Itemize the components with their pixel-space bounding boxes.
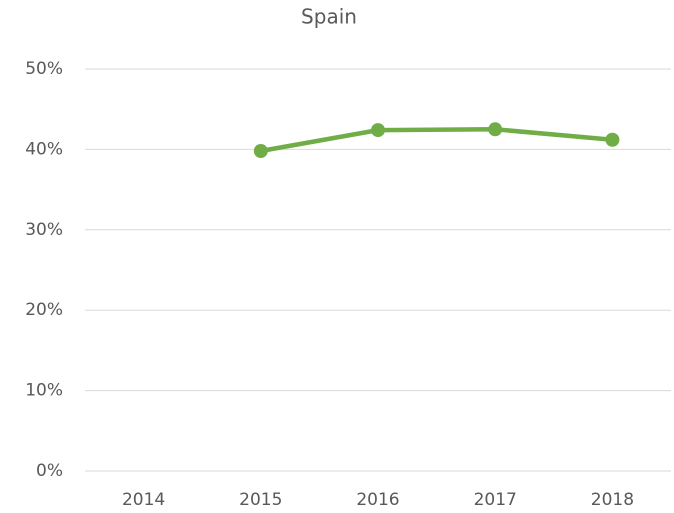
y-tick-label: 30% xyxy=(25,220,63,240)
data-point xyxy=(371,123,385,138)
chart-title: Spain xyxy=(301,5,357,29)
data-point xyxy=(488,122,503,137)
data-point xyxy=(253,144,268,159)
x-tick-label: 2015 xyxy=(239,490,282,510)
y-tick-label: 10% xyxy=(25,381,63,401)
data-point xyxy=(605,132,620,147)
y-tick-label: 50% xyxy=(25,59,63,79)
data-line xyxy=(258,127,615,154)
x-tick-label: 2018 xyxy=(591,490,634,510)
y-tick-label: 0% xyxy=(36,461,63,481)
x-tick-label: 2017 xyxy=(474,490,517,510)
x-tick-label: 2014 xyxy=(122,490,165,510)
y-tick-label: 40% xyxy=(25,139,63,159)
x-tick-label: 2016 xyxy=(356,490,399,510)
y-tick-label: 20% xyxy=(25,300,63,320)
